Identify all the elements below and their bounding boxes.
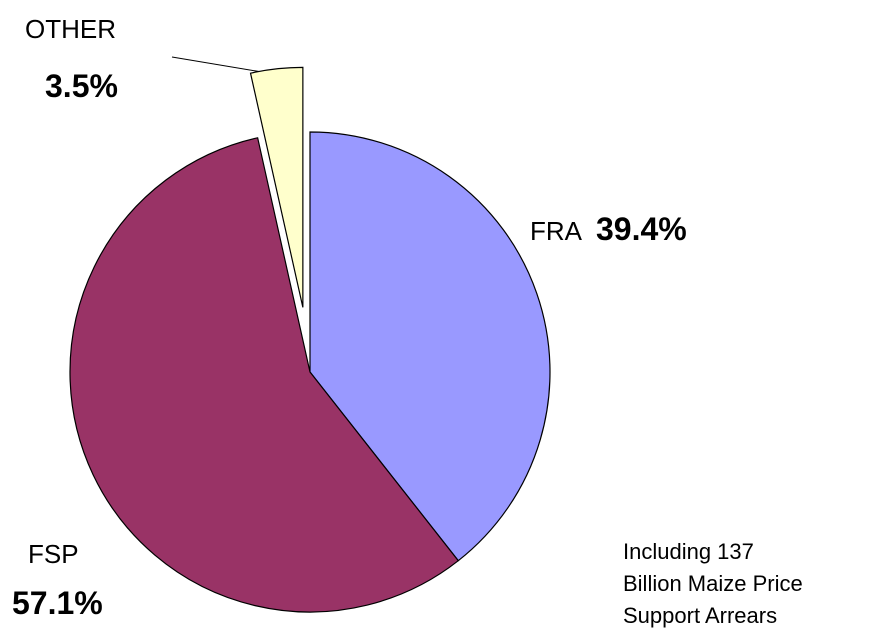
pie-slice [249,66,304,308]
value-label: 57.1% [12,585,103,621]
slice-label: FRA [530,216,583,246]
annotation: Including 137 [623,539,754,564]
pie-slice [69,137,460,613]
annotation: Support Arrears [623,603,777,628]
slice-label: FSP [28,539,79,569]
slice-label: OTHER [25,14,116,44]
value-label: 3.5% [45,68,118,104]
leader-line [171,56,263,73]
annotation: Billion Maize Price [623,571,803,596]
value-label: 39.4% [596,211,687,247]
pie-slice [309,131,551,562]
